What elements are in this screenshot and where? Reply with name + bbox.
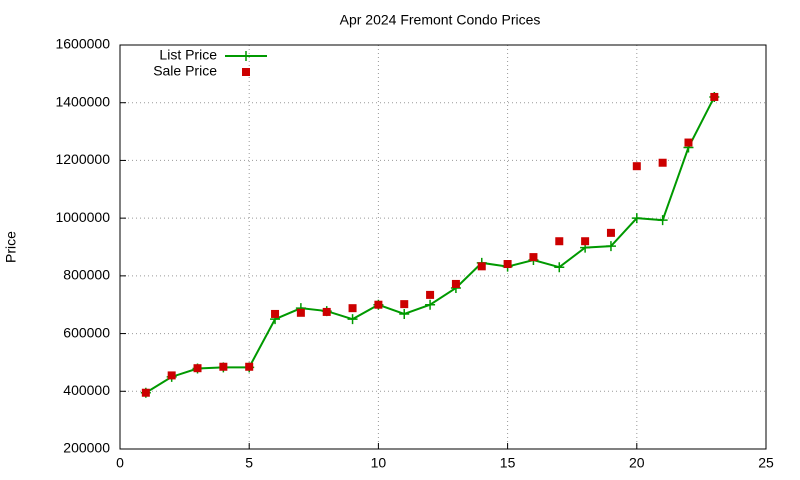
point bbox=[503, 260, 512, 269]
point bbox=[241, 51, 251, 61]
point bbox=[271, 309, 280, 318]
point bbox=[451, 279, 460, 288]
point bbox=[477, 262, 486, 271]
point bbox=[657, 215, 668, 226]
point bbox=[426, 290, 435, 299]
y-tick-label: 200000 bbox=[63, 440, 110, 456]
y-tick-label: 800000 bbox=[63, 267, 110, 283]
point bbox=[684, 138, 693, 147]
point bbox=[399, 308, 410, 319]
x-tick-label: 15 bbox=[500, 455, 516, 471]
point bbox=[631, 213, 642, 224]
point bbox=[347, 314, 358, 325]
y-tick-label: 1200000 bbox=[55, 151, 110, 167]
point bbox=[348, 304, 357, 313]
x-tick-label: 20 bbox=[629, 455, 645, 471]
x-tick-label: 10 bbox=[371, 455, 387, 471]
legend-swatch bbox=[242, 68, 250, 76]
x-tick-label: 5 bbox=[245, 455, 253, 471]
point bbox=[581, 237, 590, 246]
point bbox=[605, 241, 616, 252]
point bbox=[167, 371, 176, 380]
point bbox=[606, 228, 615, 237]
point bbox=[632, 162, 641, 171]
chart-title: Apr 2024 Fremont Condo Prices bbox=[340, 12, 541, 28]
point bbox=[193, 364, 202, 373]
y-axis-label: Price bbox=[3, 231, 19, 263]
point bbox=[400, 300, 409, 309]
point bbox=[555, 237, 564, 246]
series-line bbox=[145, 96, 716, 394]
x-tick-label: 0 bbox=[116, 455, 124, 471]
point bbox=[529, 253, 538, 262]
point bbox=[425, 299, 436, 310]
point bbox=[296, 308, 305, 317]
y-tick-label: 1600000 bbox=[55, 36, 110, 52]
plot-frame bbox=[119, 44, 767, 450]
legend-label: Sale Price bbox=[153, 63, 217, 79]
point bbox=[245, 362, 254, 371]
legend-label: List Price bbox=[159, 47, 217, 63]
y-tick-label: 400000 bbox=[63, 382, 110, 398]
point bbox=[554, 262, 565, 273]
point bbox=[322, 307, 331, 316]
y-tick-label: 600000 bbox=[63, 324, 110, 340]
x-tick-label: 25 bbox=[758, 455, 774, 471]
point bbox=[710, 92, 719, 101]
point bbox=[141, 388, 150, 397]
y-tick-label: 1400000 bbox=[55, 93, 110, 109]
point bbox=[219, 362, 228, 371]
point bbox=[374, 300, 383, 309]
y-tick-label: 1000000 bbox=[55, 209, 110, 225]
point bbox=[658, 158, 667, 167]
